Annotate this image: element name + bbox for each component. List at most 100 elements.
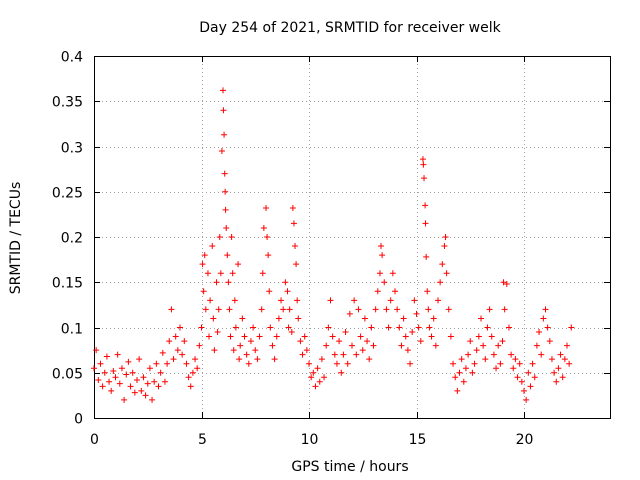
data-point — [542, 306, 549, 313]
data-point — [336, 338, 343, 345]
data-point — [383, 306, 390, 313]
data-point — [183, 360, 190, 367]
data-point — [200, 288, 207, 295]
data-point — [533, 342, 540, 349]
data-point — [525, 369, 532, 376]
data-point — [230, 347, 237, 354]
data-point — [553, 378, 560, 385]
data-point — [379, 252, 386, 259]
data-point — [206, 333, 213, 340]
data-point — [236, 356, 243, 363]
data-point — [144, 380, 151, 387]
data-point — [267, 324, 274, 331]
axis-ticks: 0 0.05 0.1 0.15 0.2 0.25 0.3 0.35 0.4 0 5 10 15 20 — [52, 50, 610, 448]
data-point — [407, 360, 414, 367]
data-point — [501, 306, 508, 313]
data-point — [114, 351, 121, 358]
data-point — [428, 333, 435, 340]
data-point — [294, 297, 301, 304]
data-point — [116, 380, 123, 387]
data-point — [344, 360, 351, 367]
data-point — [199, 261, 206, 268]
data-point — [299, 351, 306, 358]
data-point — [327, 297, 334, 304]
data-point — [127, 383, 134, 390]
data-point — [310, 369, 317, 376]
data-point — [551, 369, 558, 376]
data-point — [181, 338, 188, 345]
y-axis-label: SRMTID / TECUs — [8, 182, 24, 295]
data-point — [514, 374, 521, 381]
y-tick-label: 0.35 — [52, 95, 83, 111]
data-point — [508, 351, 515, 358]
data-point — [278, 297, 285, 304]
data-point — [227, 333, 234, 340]
data-point — [211, 347, 218, 354]
data-point — [295, 315, 302, 322]
data-point — [454, 387, 461, 394]
data-point — [93, 347, 100, 354]
data-point — [146, 365, 153, 372]
data-point — [361, 315, 368, 322]
data-point — [409, 329, 416, 336]
data-point — [355, 306, 362, 313]
data-point — [99, 383, 106, 390]
data-point — [232, 324, 239, 331]
data-point — [331, 351, 338, 358]
data-point — [460, 378, 467, 385]
data-point — [282, 279, 289, 286]
data-point — [271, 356, 278, 363]
data-point — [168, 306, 175, 313]
data-point — [226, 306, 233, 313]
data-point — [220, 87, 226, 94]
data-point — [482, 356, 489, 363]
data-point — [338, 369, 345, 376]
data-point — [263, 205, 269, 212]
data-point — [435, 297, 441, 304]
data-point — [538, 351, 545, 358]
data-point — [256, 333, 263, 340]
y-tick-label: 0.15 — [52, 276, 83, 292]
data-point — [548, 356, 555, 363]
data-point — [228, 234, 235, 240]
data-point — [500, 279, 507, 286]
data-point — [366, 356, 373, 363]
data-point — [351, 297, 358, 304]
data-point — [364, 338, 371, 345]
data-point — [210, 315, 217, 322]
data-point — [411, 297, 418, 304]
data-point — [157, 369, 164, 376]
data-point — [376, 270, 383, 277]
data-point — [187, 383, 194, 390]
data-point — [342, 329, 349, 336]
data-point — [458, 356, 465, 363]
data-point — [243, 351, 250, 358]
data-point — [566, 360, 573, 367]
data-point — [495, 342, 502, 349]
data-point — [516, 360, 523, 367]
data-point — [521, 387, 527, 394]
data-point — [254, 356, 261, 363]
data-point — [125, 358, 132, 365]
data-point — [426, 324, 433, 331]
data-point — [288, 329, 295, 336]
data-point — [447, 333, 454, 340]
data-point — [297, 338, 304, 345]
data-point — [413, 310, 420, 317]
data-point — [424, 288, 431, 295]
y-tick-label: 0 — [74, 412, 83, 428]
data-point — [512, 356, 519, 363]
data-point — [123, 371, 130, 378]
data-point — [417, 338, 424, 345]
data-point — [241, 333, 248, 340]
data-point — [372, 306, 379, 313]
data-point — [209, 243, 216, 250]
data-point — [118, 365, 125, 372]
data-point — [221, 131, 228, 138]
data-point — [247, 338, 254, 345]
data-point — [192, 356, 199, 363]
data-point — [419, 156, 426, 163]
data-point — [275, 315, 282, 322]
data-point — [325, 324, 332, 331]
y-tick-label: 0.4 — [61, 50, 83, 66]
